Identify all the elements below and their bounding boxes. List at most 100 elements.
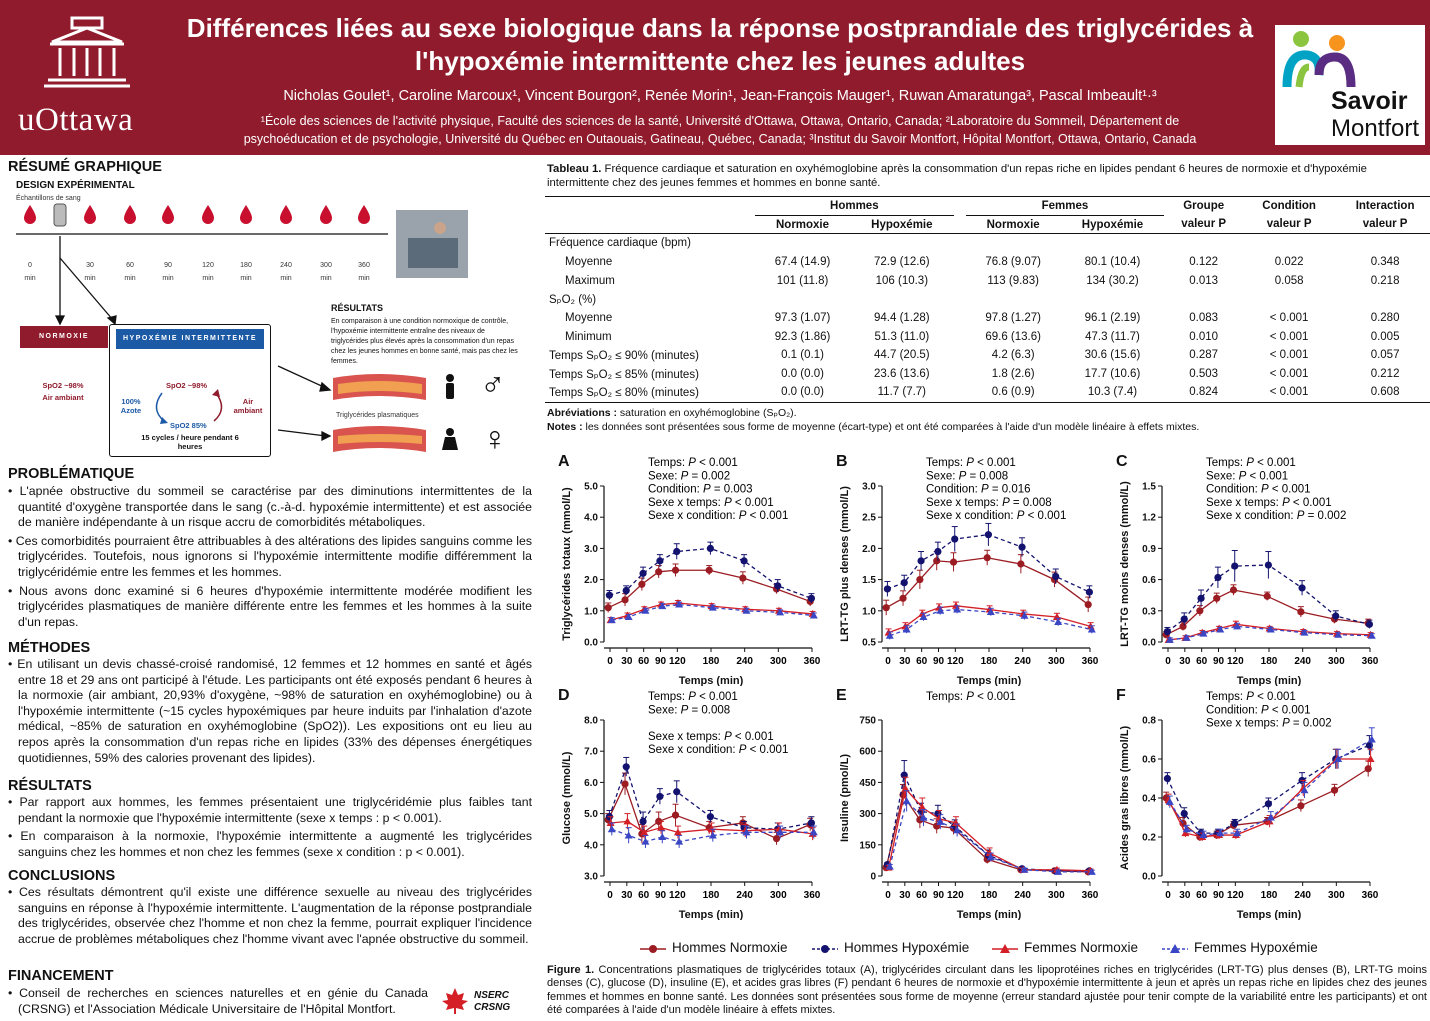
y-tick-label: 450 — [859, 778, 876, 789]
x-tick-label: 300 — [1048, 656, 1065, 667]
vessel-label: Triglycérides plasmatiques — [336, 412, 419, 419]
data-point — [807, 594, 815, 602]
x-tick-label: 0 — [885, 656, 891, 667]
table-caption-text: Fréquence cardiaque et saturation en oxy… — [547, 163, 1367, 189]
panel-letter: D — [558, 687, 570, 704]
y-tick-label: 300 — [859, 809, 876, 820]
data-point — [1163, 774, 1171, 783]
data-point — [934, 547, 942, 556]
data-point — [1334, 630, 1343, 638]
stats-line: Sexe x condition: P < 0.001 — [926, 510, 1066, 522]
data-point — [917, 557, 925, 565]
x-tick-label: 180 — [1261, 890, 1278, 901]
stats-line: Temps: P < 0.001 — [926, 457, 1016, 469]
data-point — [1216, 829, 1225, 837]
data-point — [641, 837, 650, 845]
x-axis-label: Temps (min) — [957, 675, 1022, 686]
data-point — [656, 792, 664, 801]
figure-legend: Hommes Normoxie Hommes Hypoxémie Femmes … — [640, 939, 1420, 959]
data-point — [1018, 543, 1026, 551]
table-cell — [1164, 290, 1243, 309]
data-point — [658, 602, 667, 610]
x-tick-label: 60 — [916, 890, 928, 901]
timepoint-unit: min — [202, 275, 214, 282]
data-point — [983, 554, 991, 562]
panel-letter: F — [1116, 687, 1126, 704]
hyp-air: Air ambiant — [233, 397, 263, 415]
x-tick-label: 90 — [933, 890, 945, 901]
y-axis-label: Triglycérides totaux (mmol/L) — [561, 487, 573, 641]
x-tick-label: 180 — [703, 890, 720, 901]
table-cell: < 0.001 — [1269, 311, 1309, 324]
conclusions-heading: CONCLUSIONS — [8, 868, 116, 884]
x-axis-label: Temps (min) — [679, 675, 744, 686]
row-label: Temps SₚO₂ ≤ 80% (minutes) — [549, 387, 699, 400]
col-femmes-normoxie: Normoxie — [986, 218, 1040, 231]
y-tick-label: 0.0 — [584, 638, 598, 649]
list-item: En utilisant un devis chassé-croisé rand… — [8, 657, 532, 766]
design-diagram — [16, 203, 468, 452]
table-cell: 0.005 — [1370, 330, 1400, 343]
table-cell: 44.7 (20.5) — [874, 349, 930, 362]
timepoint-unit: min — [162, 275, 174, 282]
y-tick-label: 1.5 — [1142, 482, 1156, 493]
data-point — [1181, 829, 1190, 837]
data-point — [919, 813, 928, 821]
panel-letter: C — [1116, 453, 1128, 470]
blood-drop-icon — [358, 205, 370, 224]
savoir-montfort-logo: Savoir Montfort — [1275, 25, 1425, 145]
list-item: Ces comorbidités pourraient être attribu… — [8, 534, 532, 581]
x-tick-label: 360 — [1362, 890, 1379, 901]
y-tick-label: 0.2 — [1142, 833, 1156, 844]
x-tick-label: 60 — [916, 656, 928, 667]
stats-line: Temps: P < 0.001 — [1206, 691, 1296, 703]
hyp-spo2-low: SpO2 85% — [170, 421, 207, 430]
data-point — [706, 813, 714, 821]
vessel-men — [333, 374, 426, 400]
data-point — [1087, 625, 1096, 633]
x-tick-label: 240 — [1014, 890, 1031, 901]
table-cell: 94.4 (1.28) — [874, 311, 930, 324]
table-cell: 0.010 — [1189, 330, 1219, 343]
data-point — [673, 828, 682, 836]
data-point — [919, 613, 928, 621]
y-tick-label: 2.5 — [862, 513, 876, 524]
table-cell: < 0.001 — [1269, 330, 1309, 343]
chart-panel-d: 3.0 4.0 5.0 6.0 7.0 8.0 0 30 60 90 120 180 240 300 360… — [556, 684, 836, 920]
resultats-heading: RÉSULTATS — [8, 778, 92, 794]
table-cell: 17.7 (10.6) — [1084, 368, 1141, 381]
x-tick-label: 90 — [655, 656, 667, 667]
y-tick-label: 6.0 — [584, 778, 598, 789]
panel-letter: A — [558, 453, 570, 470]
x-tick-label: 180 — [981, 656, 998, 667]
data-point — [902, 625, 911, 633]
table-row: Temps SₚO₂ ≤ 90% (minutes) 0.1 (0.1) 44.7 … — [545, 346, 1430, 365]
table-cell: 0.503 — [1189, 368, 1219, 381]
data-point — [986, 853, 995, 861]
table-cell: 0.824 — [1189, 386, 1219, 399]
blood-drop-icon — [84, 205, 96, 224]
data-point — [1020, 865, 1029, 873]
data-point — [624, 613, 633, 621]
data-point — [607, 616, 616, 624]
data-point — [1364, 765, 1372, 773]
x-tick-label: 0 — [1165, 890, 1171, 901]
x-axis-label: Temps (min) — [679, 909, 744, 920]
chart-svg: 0.0 0.3 0.6 0.9 1.2 1.5 0 30 60 90 120 180 240 300 360… — [1116, 453, 1379, 686]
data-point — [1165, 797, 1174, 805]
table-cell: 11.7 (7.7) — [877, 386, 927, 399]
row-label: Moyenne — [565, 311, 613, 324]
authors: Nicholas Goulet¹, Caroline Marcoux¹, Vin… — [283, 88, 1157, 104]
x-tick-label: 120 — [947, 890, 964, 901]
data-point — [1196, 607, 1204, 615]
timepoint-label: 30 — [86, 262, 94, 269]
data-point — [658, 833, 667, 840]
affiliations: ¹École des sciences de l'activité physiq… — [195, 112, 1245, 148]
y-tick-label: 2.0 — [862, 544, 876, 555]
y-tick-label: 8.0 — [584, 716, 598, 727]
stats-line: Sexe x condition: P < 0.001 — [648, 510, 788, 522]
data-point — [1199, 629, 1208, 637]
x-tick-label: 0 — [607, 890, 613, 901]
table-cell — [1164, 234, 1243, 253]
table-cell — [1243, 290, 1335, 309]
